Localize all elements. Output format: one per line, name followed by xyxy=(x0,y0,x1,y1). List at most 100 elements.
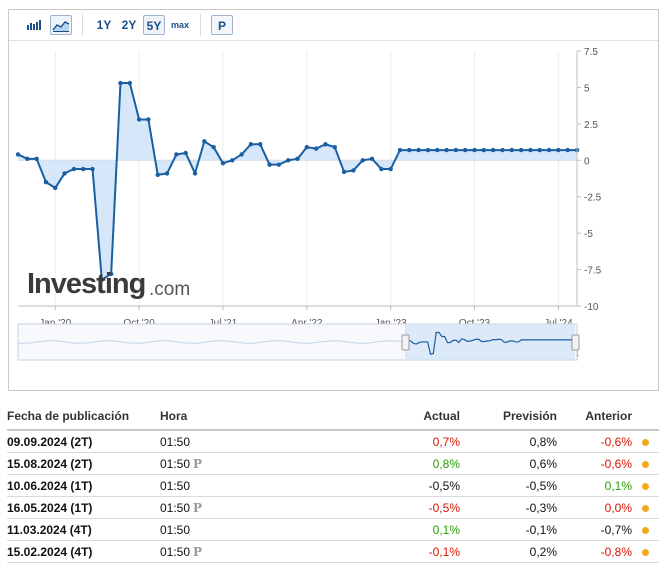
forecast-cell: 0,8% xyxy=(460,430,557,453)
data-point xyxy=(537,147,542,153)
data-point xyxy=(230,158,235,163)
release-date-cell: 15.08.2024 (2T) xyxy=(7,452,160,475)
header-actual[interactable]: Actual xyxy=(260,402,460,431)
importance-dot-icon xyxy=(642,504,649,512)
importance-dot-icon xyxy=(642,438,649,446)
data-point xyxy=(546,147,552,153)
data-point xyxy=(341,169,347,175)
header-importance xyxy=(632,402,659,431)
header-forecast[interactable]: Previsión xyxy=(460,402,557,431)
importance-cell xyxy=(632,430,659,453)
investing-logo-suffix: .com xyxy=(149,279,191,300)
data-point xyxy=(313,146,319,151)
data-point xyxy=(136,117,142,122)
series-area xyxy=(18,83,577,280)
release-date-cell: 09.09.2024 (2T) xyxy=(7,430,160,453)
chart-frame: 1Y 2Y 5Y max P 7.552.50-2.5-5-7.5-10Jan … xyxy=(8,9,659,391)
header-release-date[interactable]: Fecha de publicación xyxy=(7,402,160,431)
data-point xyxy=(164,171,170,176)
header-previous[interactable]: Anterior xyxy=(557,402,632,431)
preliminary-toggle-button[interactable]: P xyxy=(211,15,233,35)
area-chart-icon[interactable] xyxy=(50,15,72,35)
forecast-cell: 0,2% xyxy=(460,540,557,563)
data-point xyxy=(425,147,431,153)
data-point xyxy=(174,152,179,157)
y-tick-label: 0 xyxy=(584,156,590,167)
data-point xyxy=(15,152,21,157)
data-point xyxy=(108,271,114,277)
data-point xyxy=(211,144,216,150)
data-point xyxy=(192,171,198,176)
data-point xyxy=(481,147,487,153)
data-point xyxy=(43,179,49,185)
y-tick-label: 5 xyxy=(584,83,590,94)
data-point xyxy=(258,142,263,147)
data-point xyxy=(127,80,132,86)
actual-cell: -0,5% xyxy=(260,496,460,519)
importance-dot-icon xyxy=(642,548,649,556)
preliminary-icon: P xyxy=(193,544,203,559)
release-date-cell: 10.06.2024 (1T) xyxy=(7,474,160,497)
data-point xyxy=(81,166,86,172)
data-point xyxy=(490,147,496,153)
actual-cell: -0,1% xyxy=(260,540,460,563)
data-point xyxy=(556,147,561,153)
importance-cell xyxy=(632,518,659,541)
toolbar-separator xyxy=(200,14,201,36)
data-point xyxy=(444,147,449,153)
importance-dot-icon xyxy=(642,482,649,490)
table-header-row: Fecha de publicación Hora Actual Previsi… xyxy=(7,402,659,431)
data-point xyxy=(435,147,440,153)
time-cell: 01:50 xyxy=(160,430,260,453)
release-date-cell: 16.05.2024 (1T) xyxy=(7,496,160,519)
data-point xyxy=(500,147,505,153)
data-point xyxy=(25,156,30,162)
data-point xyxy=(248,142,254,147)
data-point xyxy=(267,162,272,167)
toolbar-separator xyxy=(82,14,83,36)
data-point xyxy=(565,147,570,153)
forecast-cell: 0,6% xyxy=(460,452,557,475)
data-point xyxy=(472,147,477,153)
importance-dot-icon xyxy=(642,460,649,468)
header-time[interactable]: Hora xyxy=(160,402,260,431)
data-point xyxy=(518,147,524,153)
data-point xyxy=(463,147,468,153)
chart-toolbar: 1Y 2Y 5Y max P xyxy=(9,10,658,41)
table-row: 10.06.2024 (1T) 01:50 -0,5% -0,5% 0,1% xyxy=(7,474,659,497)
previous-cell: 0,0% xyxy=(557,496,632,519)
data-point xyxy=(62,171,67,176)
data-point xyxy=(183,150,188,156)
navigator-handle[interactable] xyxy=(401,334,410,351)
range-2y-button[interactable]: 2Y xyxy=(121,18,137,32)
preliminary-icon: P xyxy=(193,500,203,515)
navigator-history-line xyxy=(17,340,403,344)
range-5y-button[interactable]: 5Y xyxy=(143,15,165,35)
bar-chart-icon[interactable] xyxy=(23,15,45,35)
actual-cell: 0,7% xyxy=(260,430,460,453)
previous-cell: 0,1% xyxy=(557,474,632,497)
range-1y-button[interactable]: 1Y xyxy=(96,18,112,32)
table-row: 16.05.2024 (1T) 01:50 P -0,5% -0,3% 0,0% xyxy=(7,496,659,519)
navigator-handle[interactable] xyxy=(571,334,580,351)
importance-dot-icon xyxy=(642,526,649,534)
data-point xyxy=(146,117,151,122)
importance-cell xyxy=(632,496,659,519)
data-point xyxy=(323,142,328,147)
data-point xyxy=(351,168,356,173)
time-cell: 01:50 P xyxy=(160,540,260,563)
data-point xyxy=(407,147,412,153)
data-point xyxy=(239,152,244,157)
previous-cell: -0,8% xyxy=(557,540,632,563)
importance-cell xyxy=(632,474,659,497)
data-point xyxy=(220,161,226,166)
data-point xyxy=(155,172,160,178)
previous-cell: -0,6% xyxy=(557,452,632,475)
data-point xyxy=(285,158,291,163)
forecast-cell: -0,1% xyxy=(460,518,557,541)
importance-cell xyxy=(632,452,659,475)
range-max-button[interactable]: max xyxy=(170,20,189,30)
importance-cell xyxy=(632,540,659,563)
previous-cell: -0,6% xyxy=(557,430,632,453)
previous-cell: -0,7% xyxy=(557,518,632,541)
